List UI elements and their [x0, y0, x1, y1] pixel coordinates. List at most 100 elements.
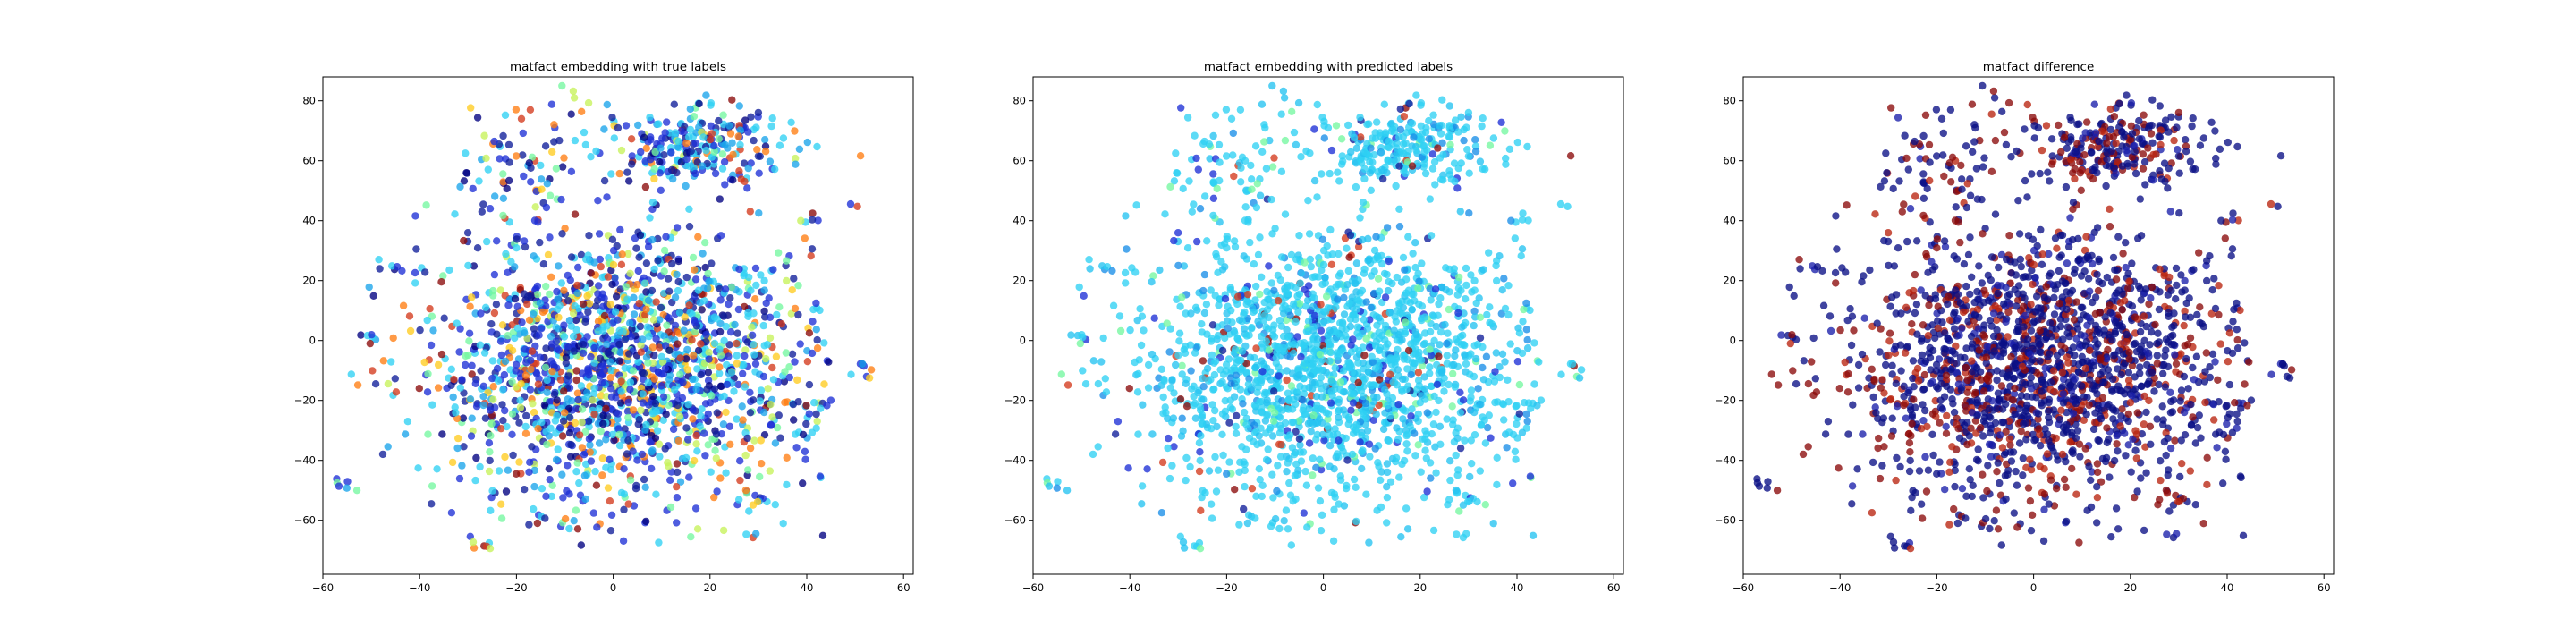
scatter-point [635, 253, 643, 261]
scatter-point [1400, 113, 1409, 121]
scatter-point [1253, 180, 1261, 188]
scatter-point [711, 169, 720, 178]
scatter-point [451, 210, 459, 218]
scatter-point [750, 351, 758, 359]
scatter-point [1426, 327, 1435, 336]
scatter-point [1305, 282, 1313, 290]
scatter-point [1187, 367, 1195, 375]
scatter-point [1478, 122, 1486, 131]
scatter-point [726, 328, 735, 336]
scatter-point [1380, 100, 1388, 108]
scatter-point [489, 395, 497, 403]
scatter-point [578, 444, 587, 452]
scatter-point [1075, 283, 1083, 292]
scatter-point [448, 458, 457, 467]
scatter-point [701, 452, 709, 460]
scatter-point [656, 157, 664, 166]
scatter-point [708, 259, 716, 267]
scatter-point [745, 507, 753, 515]
scatter-point [502, 487, 511, 496]
scatter-point [531, 203, 539, 211]
scatter-point [1356, 438, 1364, 446]
scatter-point [766, 334, 775, 342]
scatter-point [1355, 332, 1363, 341]
scatter-point [1318, 430, 1327, 439]
scatter-point [718, 150, 727, 158]
scatter-point [1122, 279, 1130, 287]
scatter-point [525, 159, 533, 167]
scatter-point [586, 448, 594, 456]
scatter-point [1317, 527, 1326, 535]
scatter-point [643, 323, 651, 331]
scatter-point [1523, 142, 1531, 151]
scatter-point [669, 174, 677, 183]
scatter-point [1360, 174, 1368, 183]
scatter-point [682, 155, 691, 164]
scatter-point [1352, 517, 1360, 526]
scatter-point [2060, 475, 2069, 484]
scatter-point [720, 392, 728, 401]
scatter-point [1472, 299, 1480, 308]
scatter-point [547, 340, 556, 348]
scatter-point [626, 269, 634, 277]
scatter-point [578, 405, 587, 413]
scatter-point [561, 514, 570, 523]
scatter-point [542, 344, 550, 352]
scatter-point [1228, 318, 1236, 326]
scatter-point [1209, 211, 1217, 220]
scatter-point [2062, 483, 2070, 491]
scatter-point [1328, 250, 1336, 258]
scatter-point [1054, 478, 1062, 486]
scatter-point [1313, 100, 1321, 109]
scatter-point [1523, 417, 1531, 426]
scatter-point [743, 434, 751, 443]
scatter-point [455, 348, 463, 356]
scatter-point [614, 123, 623, 132]
scatter-point [533, 291, 542, 299]
scatter-point [625, 177, 633, 185]
scatter-point [534, 380, 543, 388]
scatter-point [759, 321, 767, 330]
scatter-point [1455, 507, 1463, 515]
scatter-point [567, 167, 576, 175]
scatter-point [644, 242, 653, 251]
scatter-point [702, 330, 710, 339]
scatter-point [1101, 375, 1109, 383]
scatter-point [1365, 440, 1374, 448]
scatter-point [577, 250, 586, 259]
scatter-point [633, 281, 641, 289]
scatter-point [682, 182, 690, 191]
scatter-point [708, 392, 716, 400]
scatter-point [1997, 541, 2005, 549]
scatter-point [1467, 386, 1476, 394]
scatter-point [767, 122, 775, 131]
scatter-point [1057, 370, 1065, 378]
scatter-point [1136, 305, 1144, 313]
scatter-point [642, 288, 650, 296]
scatter-point [799, 430, 808, 439]
scatter-point [716, 369, 724, 377]
scatter-point [665, 314, 673, 322]
scatter-point [1354, 378, 1362, 386]
scatter-point [463, 229, 472, 237]
scatter-point [751, 264, 760, 273]
scatter-point [1405, 99, 1413, 108]
scatter-point [573, 289, 581, 298]
scatter-point [1513, 419, 1521, 428]
scatter-point [626, 386, 634, 394]
scatter-point [1372, 233, 1380, 241]
scatter-point [485, 439, 494, 447]
scatter-point [723, 360, 731, 369]
scatter-point [1225, 458, 1233, 466]
scatter-point [634, 358, 642, 366]
scatter-point [1426, 363, 1434, 371]
scatter-point [1374, 275, 1383, 283]
scatter-point [1302, 147, 1310, 156]
scatter-point [472, 402, 481, 411]
scatter-point [611, 274, 619, 282]
scatter-point [453, 319, 461, 327]
scatter-point [1383, 494, 1392, 502]
scatter-point [1162, 409, 1170, 417]
scatter-point [678, 394, 687, 402]
scatter-point [1493, 480, 1501, 489]
